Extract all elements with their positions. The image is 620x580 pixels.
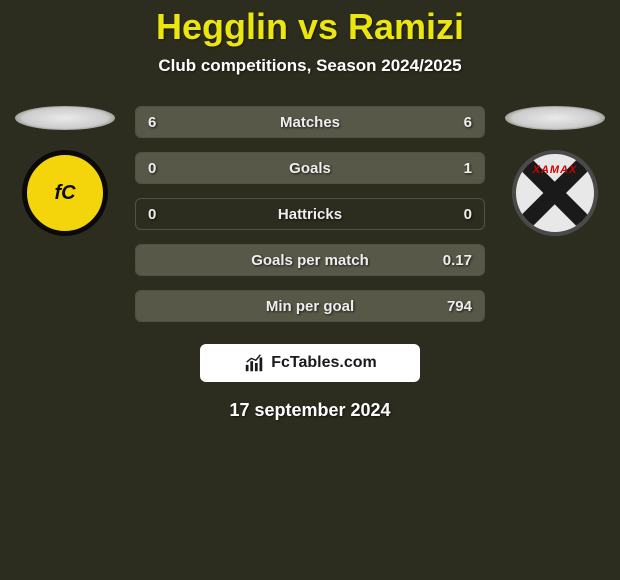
stat-label: Goals per match (136, 252, 484, 269)
stat-row: 01Goals (135, 152, 485, 184)
stat-row: 00Hattricks (135, 198, 485, 230)
stat-row: 794Min per goal (135, 290, 485, 322)
page-subtitle: Club competitions, Season 2024/2025 (158, 56, 461, 76)
team-left-column: fC (15, 106, 115, 236)
ellipse-decoration (15, 106, 115, 130)
stat-row: 66Matches (135, 106, 485, 138)
stat-label: Min per goal (136, 298, 484, 315)
stat-label: Matches (136, 114, 484, 131)
date-label: 17 september 2024 (229, 400, 390, 421)
branding-badge: FcTables.com (200, 344, 420, 382)
stat-label: Hattricks (136, 206, 484, 223)
club-badge-left: fC (22, 150, 108, 236)
stats-bars: 66Matches 01Goals 00Hattricks 0.17Goals per… (135, 106, 485, 322)
stat-label: Goals (136, 160, 484, 177)
badge-right-label: XAMAX (533, 164, 578, 176)
page-title: Hegglin vs Ramizi (156, 6, 464, 48)
ellipse-decoration (505, 106, 605, 130)
team-right-column: XAMAX (505, 106, 605, 236)
stat-row: 0.17Goals per match (135, 244, 485, 276)
club-badge-right: XAMAX (512, 150, 598, 236)
chart-icon (243, 352, 265, 374)
badge-left-text: fC (54, 182, 75, 205)
branding-text: FcTables.com (271, 354, 377, 372)
comparison-panel: fC 66Matches 01Goals 00Hattricks 0.17Goals … (15, 106, 605, 322)
